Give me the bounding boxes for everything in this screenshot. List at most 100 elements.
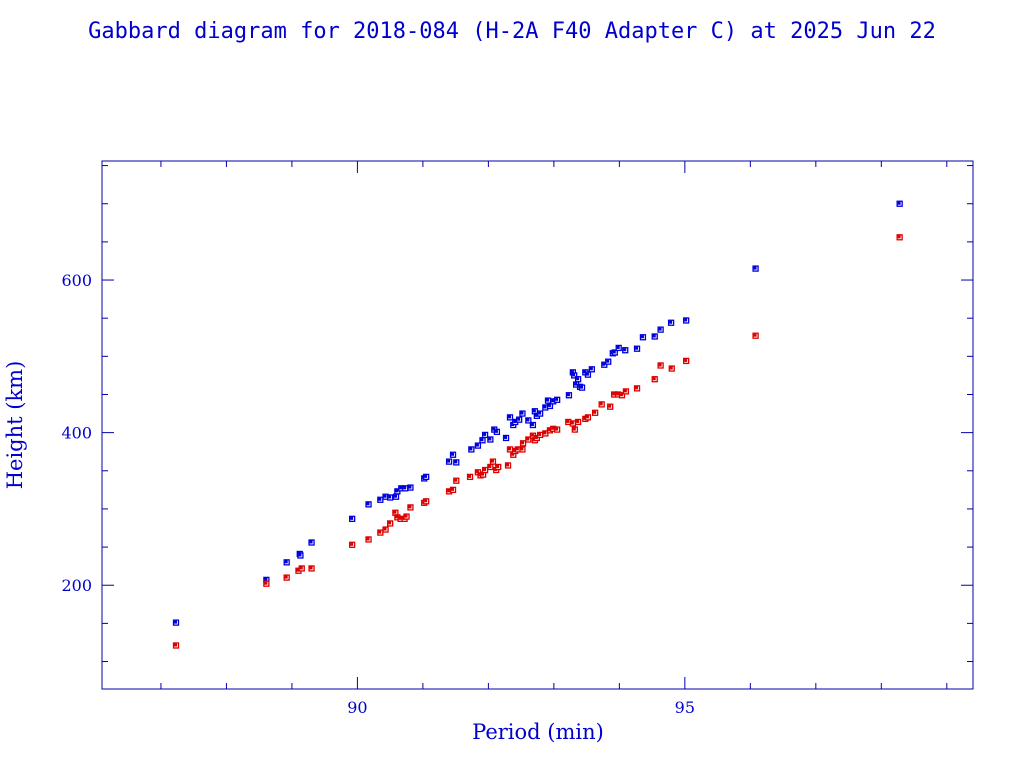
perigee-point: [283, 574, 290, 581]
apogee-point: [516, 416, 523, 423]
perigee-point: [584, 414, 592, 421]
apogee-point: [584, 371, 592, 378]
perigee-point: [382, 526, 389, 533]
perigee-point: [622, 388, 630, 395]
apogee-point: [565, 392, 573, 399]
apogee-point: [622, 347, 629, 354]
perigee-point: [571, 426, 578, 433]
apogee-point: [449, 451, 457, 458]
perigee-point: [553, 426, 561, 433]
apogee-point: [657, 326, 664, 333]
y-tick-label: 600: [61, 271, 92, 290]
perigee-point: [657, 362, 664, 369]
y-tick-label: 200: [61, 576, 92, 595]
apogee-point: [297, 552, 304, 559]
apogee-point: [283, 559, 290, 566]
perigee-point: [651, 376, 658, 383]
apogee-point: [611, 349, 618, 356]
apogee-point: [605, 358, 612, 365]
perigee-point: [574, 418, 582, 426]
perigee-point: [466, 473, 474, 481]
apogee-point: [502, 434, 510, 442]
apogee-point: [553, 396, 561, 403]
apogee-point: [633, 345, 641, 352]
apogee-point: [487, 436, 494, 443]
apogee-point: [468, 446, 475, 453]
perigee-point: [536, 431, 544, 439]
axis-tick-labels: 90 95 200 400 600: [61, 271, 695, 717]
apogee-point: [896, 200, 903, 207]
perigee-point: [407, 504, 414, 511]
apogee-point: [365, 501, 372, 508]
apogee-point: [481, 431, 489, 439]
perigee-point: [403, 513, 410, 520]
apogee-point: [683, 317, 690, 324]
apogee-point: [574, 376, 582, 383]
apogee-point: [445, 458, 453, 465]
apogee-point: [571, 372, 578, 379]
apogee-point: [536, 410, 544, 417]
perigee-point: [308, 565, 315, 572]
x-tick-label: 90: [347, 698, 367, 717]
apogee-point: [407, 484, 414, 491]
perigee-point: [504, 462, 512, 469]
apogee-point: [525, 417, 532, 424]
apogee-point: [387, 494, 394, 501]
perigee-point: [607, 403, 614, 410]
perigee-point: [481, 466, 489, 474]
perigee-point: [618, 392, 626, 399]
perigee-point: [633, 385, 641, 392]
perigee-point: [591, 409, 599, 416]
data-points: [172, 200, 903, 649]
apogee-point: [519, 410, 526, 417]
perigee-point: [668, 365, 675, 372]
apogee-point: [493, 428, 501, 436]
perigee-point: [525, 436, 532, 443]
apogee-point: [308, 539, 315, 546]
apogee-point: [453, 459, 460, 466]
perigee-point: [598, 401, 605, 408]
perigee-point: [349, 541, 356, 548]
perigee-point: [489, 458, 497, 465]
x-axis-label: Period (min): [472, 720, 604, 744]
perigee-point: [519, 440, 527, 447]
perigee-point: [683, 357, 690, 365]
perigee-point: [752, 332, 759, 339]
apogee-point: [651, 333, 658, 340]
apogee-point: [349, 515, 356, 522]
apogee-point: [506, 414, 514, 421]
apogee-point: [578, 384, 586, 391]
apogee-point: [529, 421, 537, 429]
apogee-point: [546, 402, 554, 410]
perigee-point: [487, 463, 494, 471]
plot-frame: [101, 160, 974, 690]
x-tick-label: 95: [675, 698, 695, 717]
apogee-point: [172, 619, 180, 626]
perigee-point: [365, 536, 372, 543]
perigee-point: [387, 520, 394, 527]
apogee-point: [667, 319, 675, 326]
perigee-point: [423, 498, 430, 505]
perigee-point: [453, 477, 460, 484]
perigee-point: [506, 446, 514, 453]
apogee-point: [752, 265, 759, 272]
apogee-point: [392, 493, 400, 500]
apogee-point: [377, 496, 384, 503]
apogee-point: [615, 344, 622, 352]
apogee-point: [402, 485, 409, 492]
apogee-point: [423, 473, 430, 481]
perigee-point: [896, 234, 903, 241]
y-tick-label: 400: [61, 424, 92, 443]
perigee-point: [298, 565, 305, 572]
apogee-point: [474, 442, 482, 449]
apogee-point: [588, 366, 596, 373]
apogee-point: [479, 437, 486, 444]
perigee-point: [519, 446, 526, 453]
chart-title: Gabbard diagram for 2018-084 (H-2A F40 A…: [88, 19, 936, 44]
apogee-point: [639, 334, 647, 341]
perigee-point: [495, 463, 502, 471]
apogee-point: [544, 397, 552, 404]
axis-ticks: [102, 161, 973, 689]
perigee-point: [263, 580, 270, 587]
